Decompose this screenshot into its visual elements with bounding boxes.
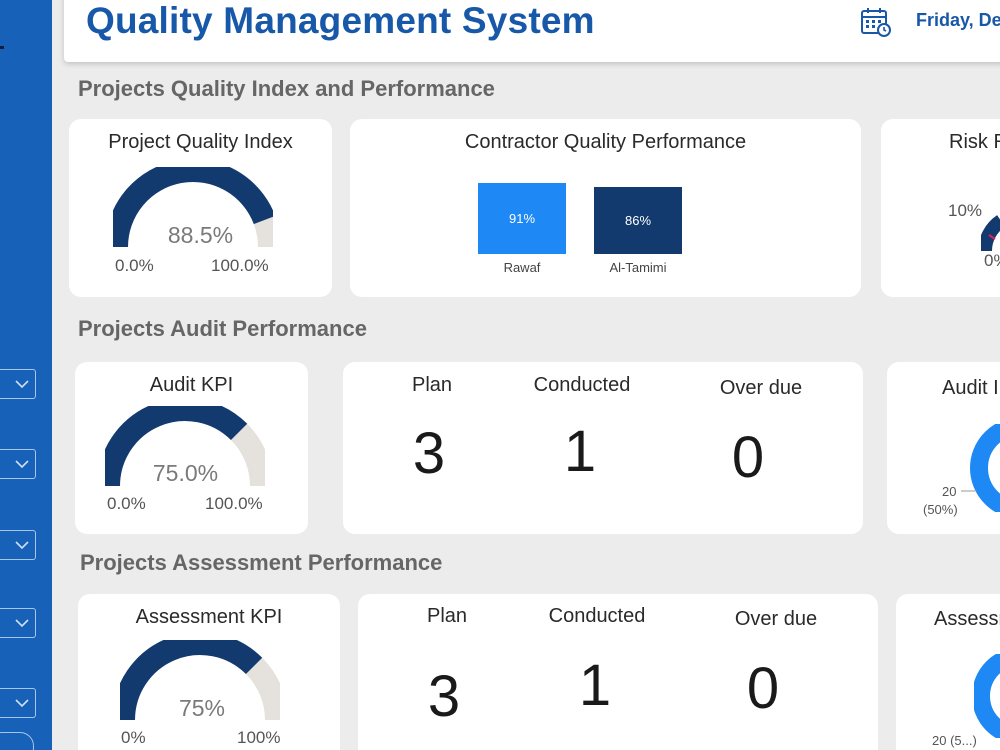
chevron-down-icon: [15, 380, 29, 389]
overdue-value: 0: [731, 425, 765, 490]
donut-label: 20 (5...): [932, 733, 977, 748]
gauge-max: 100.0%: [205, 494, 263, 513]
risk-card: Risk R 10% 0%: [881, 119, 1000, 297]
sidebar-button[interactable]: [0, 732, 34, 750]
card-title: Audit KPI: [149, 374, 234, 396]
chevron-down-icon: [15, 699, 29, 708]
assessment-stats-card: Plan 3 Conducted 1 Over due 0: [358, 594, 878, 750]
gauge-value: 88.5%: [167, 222, 234, 248]
calendar-icon: [861, 8, 891, 37]
overdue-label: Over due: [719, 377, 803, 399]
bar-category-label: Al-Tamimi: [609, 260, 667, 275]
conducted-value: 1: [563, 419, 597, 484]
assessment-donut-chart: [974, 654, 1000, 738]
conducted-label: Conducted: [548, 605, 646, 627]
gauge-value: 75%: [178, 695, 226, 721]
chevron-down-icon: [15, 619, 29, 628]
gauge-max: 100%: [237, 728, 281, 747]
plan-label: Plan: [426, 605, 468, 627]
page-title: Quality Management System: [86, 0, 595, 41]
gauge-tick-label: 10%: [948, 201, 983, 220]
gauge-min: 0.0%: [107, 494, 146, 513]
section-title-audit: Projects Audit Performance: [78, 316, 367, 341]
audit-donut-chart: [970, 424, 1000, 512]
current-date: Friday, De: [916, 10, 1000, 30]
donut-percent: (50%): [923, 502, 958, 517]
card-title: Assessn: [934, 608, 1000, 630]
chevron-down-icon: [15, 541, 29, 550]
overdue-value: 0: [746, 656, 780, 721]
plan-value: 3: [427, 664, 461, 729]
section-title-quality: Projects Quality Index and Performance: [78, 76, 495, 101]
plan-label: Plan: [411, 374, 453, 396]
donut-count: 20: [942, 484, 957, 499]
gauge-min: 0%: [984, 251, 1000, 270]
audit-kpi-gauge: [105, 406, 265, 487]
chart-title: Contractor Quality Performance: [464, 131, 747, 153]
gauge-min: 0.0%: [115, 256, 154, 275]
filter-dropdown-4[interactable]: [0, 608, 36, 638]
audit-stats-card: Plan 3 Conducted 1 Over due 0: [343, 362, 863, 534]
contractor-performance-card: Contractor Quality Performance 91% Rawaf 8…: [350, 119, 861, 297]
filter-dropdown-1[interactable]: [0, 369, 36, 399]
gauge-fill: [105, 406, 248, 487]
plan-value: 3: [412, 421, 446, 486]
bar-rawaf[interactable]: 91%: [478, 183, 566, 254]
quality-index-gauge: [113, 167, 273, 248]
assessment-kpi-card: Assessment KPI 75% 0% 100%: [78, 594, 340, 750]
chevron-down-icon: [15, 460, 29, 469]
bar-al-tamimi[interactable]: 86%: [594, 187, 682, 254]
gauge-value: 75.0%: [152, 460, 219, 486]
bar-value-label: 91%: [508, 211, 536, 226]
gauge-max: 100.0%: [211, 256, 269, 275]
section-title-assessment: Projects Assessment Performance: [80, 550, 443, 575]
donut-leader-line: [961, 490, 978, 492]
card-title: Project Quality Index: [108, 131, 293, 153]
conducted-value: 1: [578, 653, 612, 718]
quality-index-card: Project Quality Index 88.5% 0.0% 100.0%: [69, 119, 332, 297]
card-title: Risk R: [949, 131, 1000, 153]
risk-gauge: [981, 215, 1000, 251]
card-title: Assessment KPI: [135, 606, 283, 628]
header-bar: Quality Management System Friday, De: [64, 0, 1000, 62]
filter-dropdown-2[interactable]: [0, 449, 36, 479]
bar-category-label: Rawaf: [503, 260, 541, 275]
gauge-fill: [120, 640, 263, 721]
sidebar: [0, 0, 52, 750]
audit-donut-card: Audit I 20 (50%): [887, 362, 1000, 534]
assessment-kpi-gauge: [120, 640, 280, 721]
overdue-label: Over due: [734, 608, 818, 630]
audit-kpi-card: Audit KPI 75.0% 0.0% 100.0%: [75, 362, 308, 534]
sidebar-mark: [0, 46, 4, 49]
filter-dropdown-5[interactable]: [0, 688, 36, 718]
bar-value-label: 86%: [624, 213, 652, 228]
conducted-label: Conducted: [533, 374, 631, 396]
gauge-min: 0%: [121, 728, 146, 747]
assessment-donut-card: Assessn 20 (5...): [896, 594, 1000, 750]
filter-dropdown-3[interactable]: [0, 530, 36, 560]
gauge-fill: [113, 167, 273, 248]
card-title: Audit I: [942, 377, 999, 399]
